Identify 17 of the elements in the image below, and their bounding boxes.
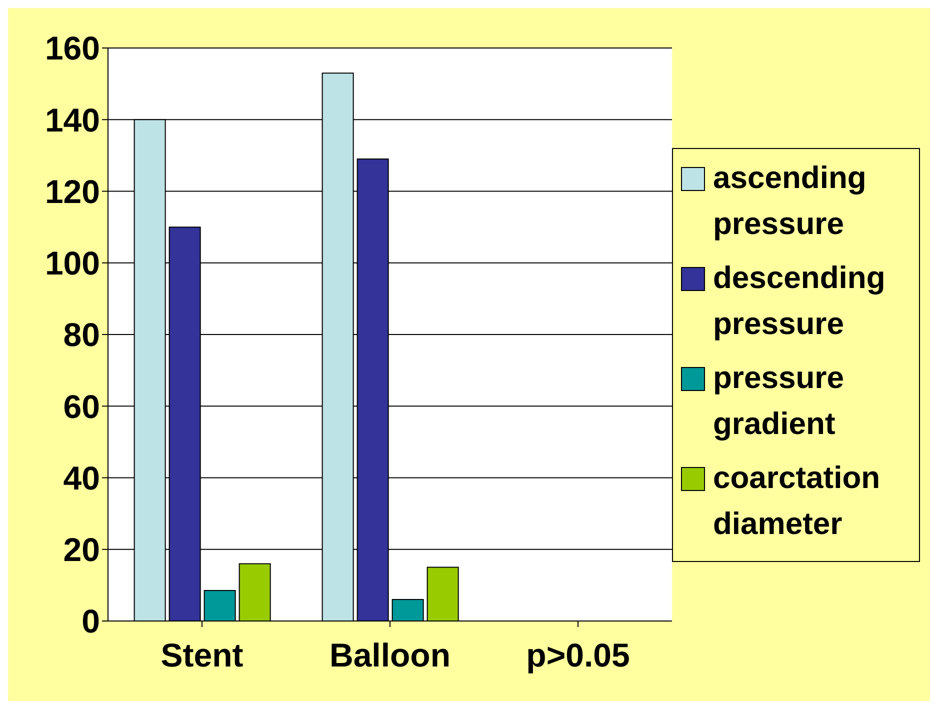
x-tick-label: p>0.05 — [526, 636, 630, 674]
y-tick-label: 140 — [44, 101, 100, 138]
y-tick-label: 40 — [63, 459, 100, 496]
y-tick-label: 60 — [63, 388, 100, 425]
y-tick-label: 120 — [44, 172, 100, 210]
bar — [204, 590, 236, 621]
y-tick-label: 80 — [63, 316, 100, 354]
x-tick-label: Stent — [160, 636, 244, 674]
y-tick-label: 100 — [44, 244, 100, 282]
bar — [238, 563, 271, 621]
legend-label: coarctation diameter — [713, 458, 882, 542]
bar — [426, 566, 459, 621]
y-tick-label: 0 — [82, 602, 100, 640]
x-tick-label: Balloon — [330, 636, 450, 674]
y-tick-label: 160 — [44, 30, 100, 67]
bar — [392, 599, 424, 621]
y-tick-label: 20 — [63, 531, 100, 568]
